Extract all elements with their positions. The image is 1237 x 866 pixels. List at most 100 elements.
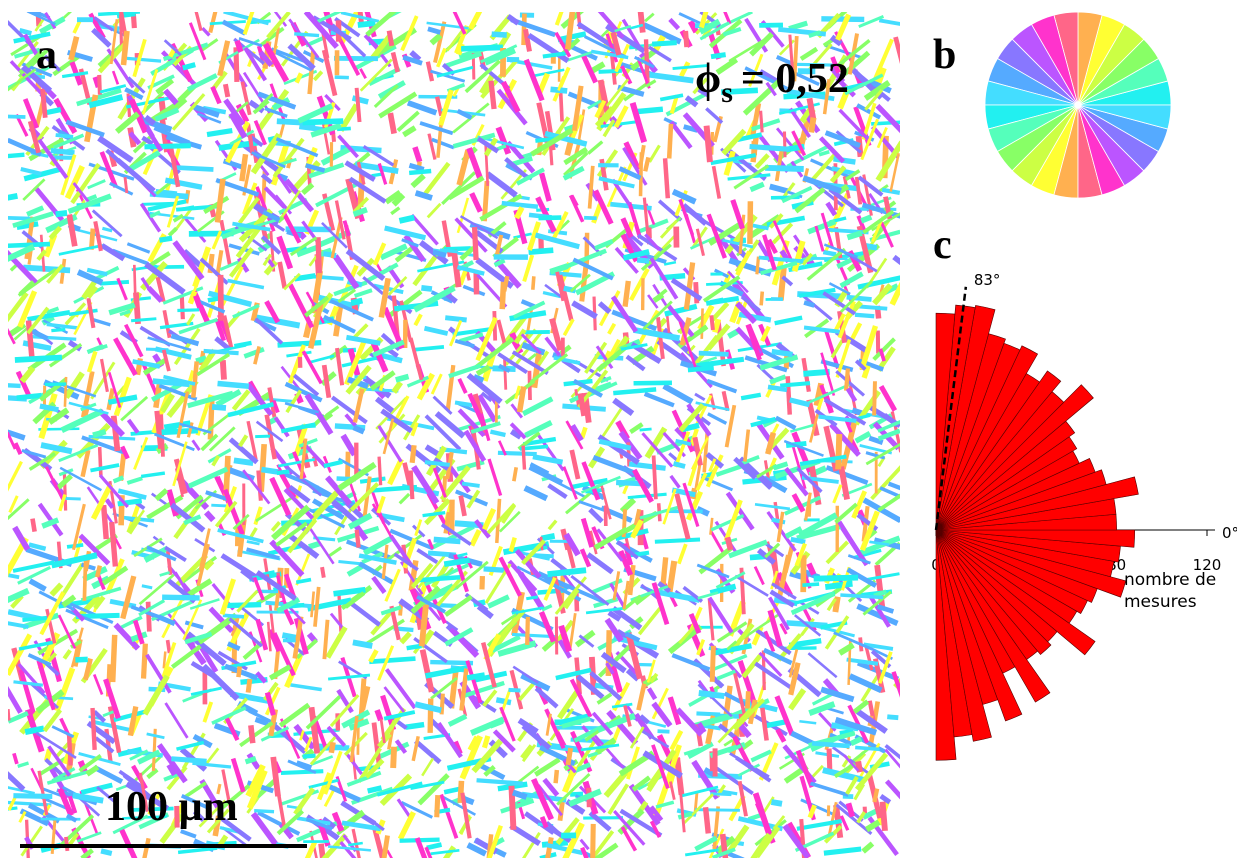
crystal [427, 538, 435, 550]
crystal [859, 510, 880, 552]
crystal [443, 557, 470, 568]
crystal [305, 163, 326, 173]
crystal [390, 51, 400, 73]
crystal [371, 575, 387, 594]
crystal [542, 290, 561, 299]
crystal [646, 71, 694, 84]
crystal [109, 634, 118, 683]
crystal [679, 793, 686, 833]
crystal [277, 458, 316, 468]
crystal [237, 549, 281, 561]
crystal [841, 755, 852, 768]
crystal [197, 299, 226, 314]
crystal [356, 12, 365, 27]
crystal [504, 328, 537, 366]
crystal [250, 811, 280, 848]
crystal [865, 819, 881, 833]
crystal [529, 353, 569, 384]
crystal [814, 225, 825, 252]
crystal [227, 278, 265, 290]
crystal [784, 526, 803, 539]
crystal [517, 571, 545, 611]
crystal [695, 401, 730, 412]
crystal [499, 281, 507, 310]
crystal [261, 235, 282, 255]
crystal [19, 365, 36, 384]
crystal [272, 632, 296, 677]
crystal [651, 687, 669, 720]
crystal [547, 483, 568, 500]
crystal [352, 196, 370, 214]
crystal [163, 39, 182, 57]
crystal [831, 722, 859, 732]
crystal [309, 736, 337, 766]
crystal [554, 31, 572, 58]
crystal [8, 291, 29, 328]
crystal [283, 272, 301, 291]
crystal [30, 518, 37, 532]
crystal [705, 107, 724, 124]
crystal [371, 826, 388, 858]
crystal [340, 433, 358, 457]
crystal [92, 709, 107, 723]
crystal [100, 243, 126, 262]
crystal [115, 157, 156, 193]
crystal [549, 317, 564, 352]
crystal [286, 466, 323, 497]
crystal [590, 49, 629, 60]
crystal [147, 74, 175, 90]
crystal [513, 328, 527, 345]
crystal [341, 820, 381, 832]
crystal [238, 434, 249, 448]
crystal [796, 818, 843, 831]
crystal [588, 507, 604, 524]
crystal [46, 263, 64, 284]
crystal [803, 368, 830, 377]
crystal [594, 106, 615, 128]
crystal [8, 426, 26, 441]
crystal [640, 243, 672, 271]
crystal [497, 31, 512, 49]
crystal [877, 604, 895, 614]
crystal [374, 709, 384, 722]
crystal [822, 291, 856, 316]
crystal [336, 34, 361, 76]
crystal [382, 306, 405, 350]
wheel-wedge [1077, 104, 1172, 130]
crystal [547, 567, 587, 578]
crystal [198, 645, 219, 673]
crystal [737, 763, 761, 777]
crystal [539, 172, 552, 202]
crystal [220, 553, 261, 582]
crystal [86, 285, 99, 299]
crystal [643, 156, 651, 172]
crystal [322, 619, 330, 660]
crystal [217, 528, 264, 544]
crystal [22, 178, 46, 201]
crystal [228, 617, 263, 648]
crystal [849, 736, 863, 746]
crystal [293, 423, 309, 458]
crystal [160, 393, 175, 413]
crystal [410, 422, 419, 437]
crystal [471, 670, 508, 684]
crystal [161, 349, 171, 372]
crystal [675, 707, 704, 737]
crystal [8, 587, 30, 609]
crystal [469, 192, 483, 213]
crystal [512, 665, 539, 684]
crystal [281, 211, 302, 244]
crystal [833, 762, 857, 779]
crystal [72, 18, 83, 34]
crystal [715, 57, 739, 76]
crystal [779, 623, 788, 635]
crystal [752, 792, 773, 838]
crystal [91, 209, 123, 238]
crystal [418, 604, 429, 647]
crystal [223, 465, 255, 482]
crystal [18, 669, 37, 717]
crystal [563, 536, 576, 569]
crystal [846, 567, 878, 588]
crystal [855, 708, 888, 734]
crystal [799, 454, 847, 466]
